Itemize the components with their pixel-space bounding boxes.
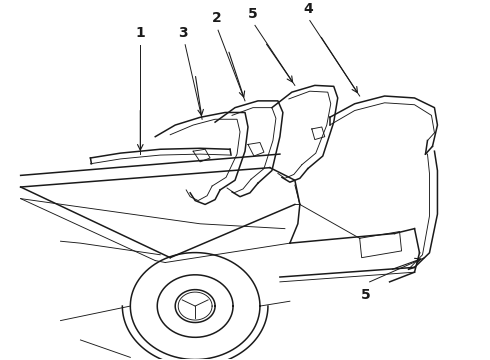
Text: 3: 3 xyxy=(178,26,188,40)
Text: 1: 1 xyxy=(135,26,145,40)
Text: 5: 5 xyxy=(361,288,370,302)
Text: 4: 4 xyxy=(303,2,313,16)
Text: 2: 2 xyxy=(212,12,222,25)
Text: 5: 5 xyxy=(248,6,258,21)
